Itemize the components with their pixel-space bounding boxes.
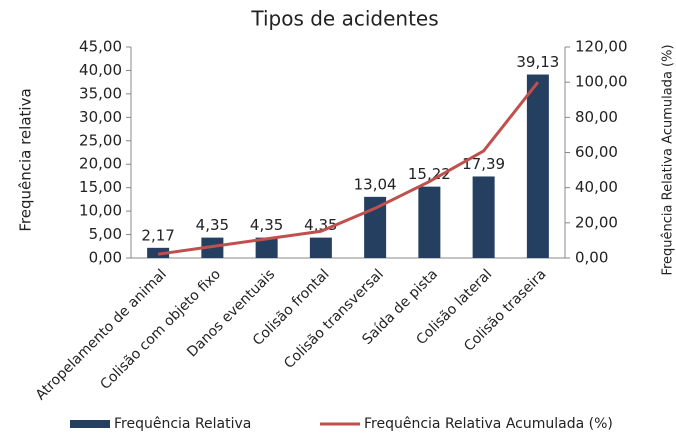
y-tick-label: 30,00 bbox=[79, 108, 122, 126]
legend-swatch bbox=[70, 420, 110, 428]
legend-label: Frequência Relativa Acumulada (%) bbox=[364, 416, 613, 432]
data-label: 39,13 bbox=[516, 53, 559, 71]
data-label: 2,17 bbox=[141, 226, 174, 244]
y-tick-label: 25,00 bbox=[79, 131, 122, 149]
y2-tick-label: 80,00 bbox=[575, 108, 618, 126]
y2-tick-label: 60,00 bbox=[575, 143, 618, 161]
data-label: 17,39 bbox=[462, 155, 505, 173]
y-tick-label: 0,00 bbox=[89, 249, 122, 267]
y-tick-label: 40,00 bbox=[79, 61, 122, 79]
bar bbox=[255, 237, 278, 258]
y-tick-label: 35,00 bbox=[79, 84, 122, 102]
data-label: 13,04 bbox=[354, 175, 397, 193]
y-axis-label: Frequência relativa bbox=[17, 88, 35, 231]
y-tick-label: 45,00 bbox=[79, 38, 122, 56]
y2-tick-label: 100,00 bbox=[575, 73, 628, 91]
y2-tick-label: 0,00 bbox=[575, 249, 608, 267]
data-label: 15,22 bbox=[408, 165, 451, 183]
y2-tick-label: 20,00 bbox=[575, 213, 618, 231]
y2-tick-label: 120,00 bbox=[575, 38, 628, 56]
y-tick-label: 5,00 bbox=[89, 225, 122, 243]
bar bbox=[418, 186, 441, 258]
data-label: 4,35 bbox=[250, 216, 283, 234]
y2-axis-label: Frequência Relativa Acumulada (%) bbox=[661, 44, 676, 275]
line bbox=[157, 81, 540, 256]
data-label: 4,35 bbox=[304, 216, 337, 234]
chart-title: Tipos de acidentes bbox=[250, 7, 438, 31]
legend-label: Frequência Relativa bbox=[114, 416, 251, 432]
y-tick-label: 15,00 bbox=[79, 178, 122, 196]
bar bbox=[526, 74, 549, 259]
y-tick-label: 10,00 bbox=[79, 202, 122, 220]
bar bbox=[472, 176, 495, 258]
y-tick-label: 20,00 bbox=[79, 155, 122, 173]
x-tick-label: Colisão transversal bbox=[281, 266, 387, 372]
bar bbox=[309, 237, 332, 258]
data-label: 4,35 bbox=[196, 216, 229, 234]
y2-tick-label: 40,00 bbox=[575, 178, 618, 196]
